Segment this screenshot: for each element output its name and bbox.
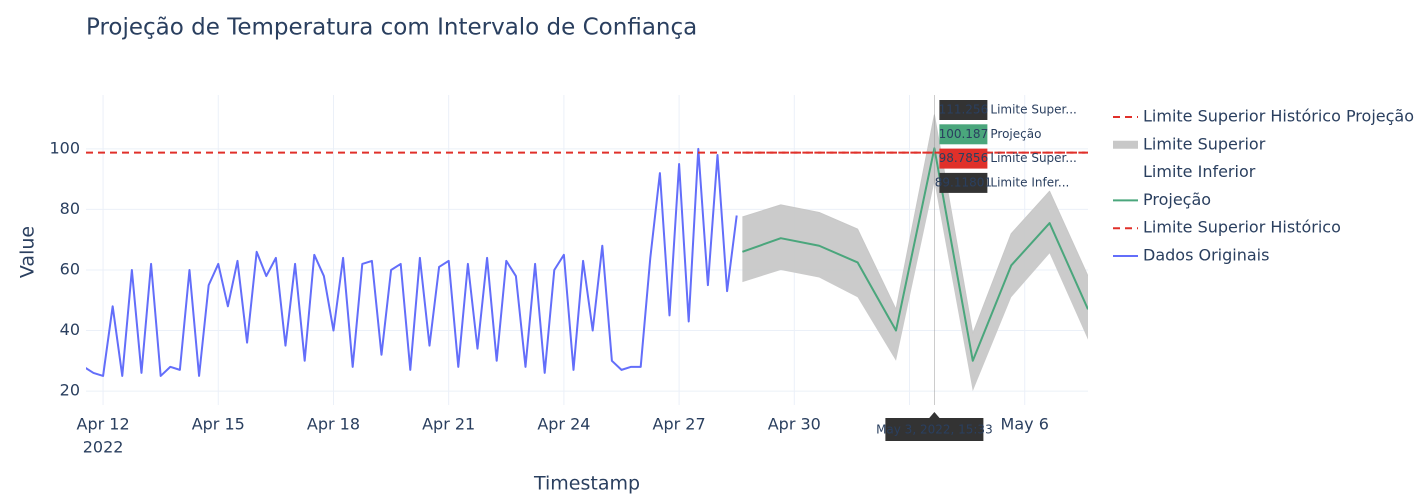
legend-label: Limite Superior [1143,134,1266,153]
confidence-band [742,114,1088,392]
legend-label: Dados Originais [1143,246,1269,265]
series-line [86,147,738,377]
hover-box [939,100,988,120]
series-line [742,114,1088,335]
x-tick-label: Apr 27 [653,415,706,434]
y-tick-label: 40 [60,320,80,339]
y-tick-label: 60 [60,259,80,278]
y-axis-title: Value [17,226,39,278]
y-tick-label: 20 [60,381,80,400]
hover-pointer [928,412,941,419]
x-axis-title: Timestamp [533,473,640,495]
legend-label: Limite Inferior [1143,162,1256,181]
hover-value: 98.7856 [939,151,989,165]
hover-value: 111.256 [939,103,989,117]
chart-title: Projeção de Temperatura com Intervalo de… [86,15,697,41]
hover-name: Projeção [990,127,1041,141]
y-tick-label: 100 [49,138,80,157]
hover-name: Limite Super... [990,151,1076,165]
x-tick-label: Apr 30 [768,415,821,434]
x-tick-label: Apr 21 [422,415,475,434]
hover-value: 89.11801 [935,175,992,189]
hover-name: Limite Super... [990,103,1076,117]
hover-x-box [885,418,984,441]
x-tick-label: Apr 15 [192,415,245,434]
hover-box [939,148,988,169]
hover-box [939,172,988,193]
y-tick-label: 80 [60,199,80,218]
legend-label: Limite Superior Histórico Projeção [1143,107,1414,126]
legend-label: Limite Superior Histórico [1143,218,1341,237]
x-tick-label: May 6 [1001,415,1049,434]
series-line [742,147,1088,362]
hover-box [939,124,988,145]
hover-value: 100.187 [939,127,989,141]
hover-name: Limite Infer... [990,175,1069,189]
x-tick-label: Apr 18 [307,415,360,434]
x-tick-label: Apr 24 [537,415,590,434]
x-tick-label: Apr 12 [77,415,130,434]
legend-label: Projeção [1143,190,1211,209]
x-year-label: 2022 [83,438,124,457]
plot-area [86,114,1088,392]
hover-x-label: May 3, 2022, 15:33 [876,423,993,437]
